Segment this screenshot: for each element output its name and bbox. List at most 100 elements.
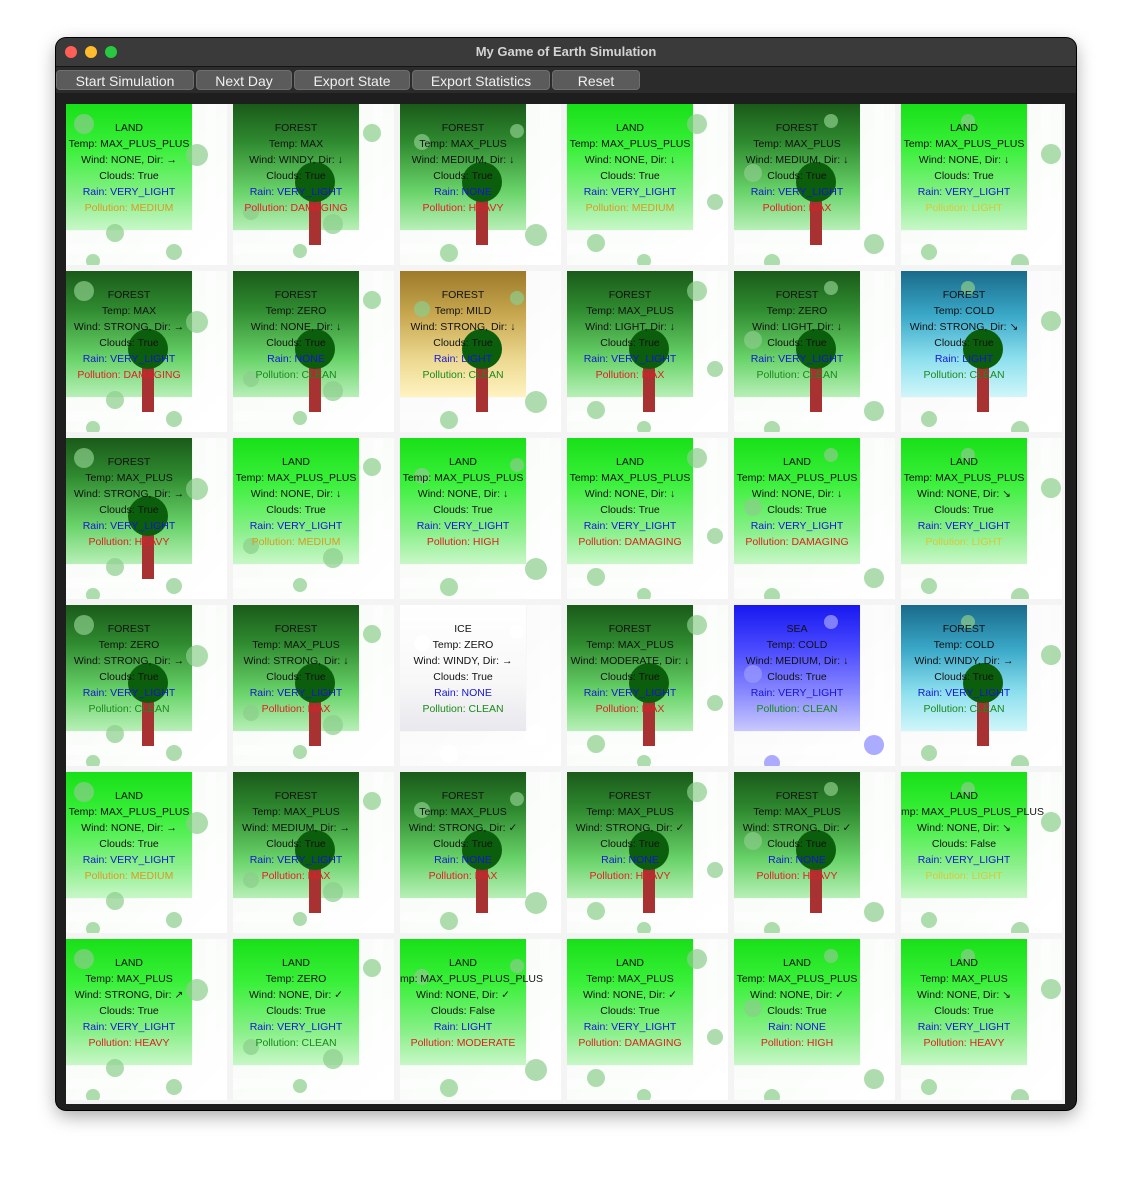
grid-cell[interactable]: LAND Temp: MAX_PLUS_PLUS Wind: NONE, Dir: … <box>567 438 728 599</box>
cell-rain-label: Rain: NONE <box>434 854 492 866</box>
export-statistics-button[interactable]: Export Statistics <box>412 70 550 90</box>
grid-cell[interactable]: LAND Temp: MAX_PLUS_PLUS Wind: NONE, Dir: … <box>66 772 227 933</box>
grid-cell[interactable]: LAND Temp: MAX_PLUS_PLUS Wind: NONE, Dir: … <box>400 438 561 599</box>
cloud-blob <box>687 949 707 969</box>
start-simulation-button[interactable]: Start Simulation <box>56 70 194 90</box>
grid-cell[interactable]: FOREST Temp: MAX_PLUS Wind: STRONG, Dir: ✓… <box>400 772 561 933</box>
cell-temp-label: Temp: MAX_PLUS <box>252 806 340 818</box>
grid-cell[interactable]: FOREST Temp: MAX_PLUS Wind: MEDIUM, Dir: ↓… <box>400 104 561 265</box>
cloud-blob <box>1041 812 1061 832</box>
cell-rain-label: Rain: VERY_LIGHT <box>82 854 176 866</box>
cell-wind-label: Wind: STRONG, Dir: ↓ <box>410 321 516 333</box>
grid-cell[interactable]: FOREST Temp: MAX_PLUS Wind: MEDIUM, Dir: ↓… <box>734 104 895 265</box>
cell-pollution-label: Pollution: CLEAN <box>923 369 1005 381</box>
grid-cell[interactable]: FOREST Temp: ZERO Wind: LIGHT, Dir: ↓ Cloud… <box>734 271 895 432</box>
grid-cell[interactable]: LAND mp: MAX_PLUS_PLUS_PLUS Wind: NONE, Di… <box>901 772 1062 933</box>
cloud-blob <box>744 331 762 349</box>
tree-trunk <box>142 694 154 746</box>
grid-cell[interactable]: SEA Temp: COLD Wind: MEDIUM, Dir: ↓ Clouds:… <box>734 605 895 766</box>
grid-cell[interactable]: LAND Temp: MAX_PLUS_PLUS Wind: NONE, Dir: … <box>233 438 394 599</box>
cloud-blob <box>74 114 94 134</box>
grid-cell[interactable]: LAND Temp: MAX_PLUS_PLUS Wind: NONE, Dir: … <box>567 104 728 265</box>
grid-cell[interactable]: FOREST Temp: MAX_PLUS Wind: STRONG, Dir: →… <box>66 438 227 599</box>
cloud-blob <box>86 1089 100 1100</box>
close-window-button[interactable] <box>65 46 77 58</box>
grid-cell[interactable]: FOREST Temp: COLD Wind: STRONG, Dir: ↘ Clou… <box>901 271 1062 432</box>
cloud-blob <box>323 1049 343 1069</box>
cell-border-shade <box>66 772 216 922</box>
grid-cell[interactable]: LAND Temp: MAX_PLUS_PLUS Wind: NONE, Dir: … <box>734 438 895 599</box>
grid-cell[interactable]: FOREST Temp: MILD Wind: STRONG, Dir: ↓ Clou… <box>400 271 561 432</box>
grid-cell[interactable]: LAND Temp: MAX_PLUS_PLUS Wind: NONE, Dir: … <box>901 104 1062 265</box>
cloud-blob <box>414 802 430 818</box>
grid-cell[interactable]: LAND Temp: MAX_PLUS Wind: NONE, Dir: ↘ Clou… <box>901 939 1062 1100</box>
cloud-blob <box>106 725 124 743</box>
grid-cell[interactable]: FOREST Temp: COLD Wind: WINDY, Dir: → Cloud… <box>901 605 1062 766</box>
grid-cell[interactable]: FOREST Temp: MAX_PLUS Wind: MODERATE, Dir:… <box>567 605 728 766</box>
maximize-window-button[interactable] <box>105 46 117 58</box>
grid-cell[interactable]: FOREST Temp: MAX Wind: WINDY, Dir: ↓ Clouds… <box>233 104 394 265</box>
cell-rain-label: Rain: VERY_LIGHT <box>917 687 1011 699</box>
grid-cell[interactable]: FOREST Temp: MAX_PLUS Wind: STRONG, Dir: ✓… <box>567 772 728 933</box>
tree-crown <box>462 162 502 202</box>
cell-clouds-label: Clouds: True <box>99 504 159 516</box>
cell-temp-label: Temp: MAX_PLUS_PLUS <box>569 472 691 484</box>
cloud-blob <box>637 755 651 766</box>
cell-type-label: ICE <box>454 623 472 635</box>
cloud-blob <box>744 665 762 683</box>
cloud-blob <box>243 371 259 387</box>
next-day-button[interactable]: Next Day <box>196 70 292 90</box>
cloud-blob <box>363 625 381 643</box>
cell-clouds-label: Clouds: True <box>433 504 493 516</box>
cell-wind-label: Wind: STRONG, Dir: ✓ <box>575 822 685 834</box>
cloud-blob <box>106 558 124 576</box>
cell-type-label: FOREST <box>441 289 485 301</box>
grid-cell[interactable]: LAND Temp: MAX_PLUS_PLUS Wind: NONE, Dir: … <box>66 104 227 265</box>
cell-rain-label: Rain: VERY_LIGHT <box>416 520 510 532</box>
cloud-blob <box>1041 478 1061 498</box>
cell-clouds-label: Clouds: True <box>767 838 827 850</box>
grid-cell[interactable]: LAND Temp: MAX_PLUS Wind: STRONG, Dir: ↗ Cl… <box>66 939 227 1100</box>
grid-cell[interactable]: FOREST Temp: MAX_PLUS Wind: STRONG, Dir: ↓… <box>233 605 394 766</box>
tree-trunk <box>476 861 488 913</box>
cloud-blob <box>186 979 208 1001</box>
grid-cell[interactable]: FOREST Temp: MAX_PLUS Wind: LIGHT, Dir: ↓ C… <box>567 271 728 432</box>
grid-cell[interactable]: LAND Temp: MAX_PLUS Wind: NONE, Dir: ✓ Clou… <box>567 939 728 1100</box>
cloud-blob <box>824 448 838 462</box>
cell-wind-label: Wind: NONE, Dir: ↘ <box>917 488 1011 500</box>
cloud-blob <box>525 725 547 747</box>
cell-border-shade <box>734 939 884 1089</box>
grid-cell[interactable]: FOREST Temp: ZERO Wind: STRONG, Dir: → Clou… <box>66 605 227 766</box>
cloud-blob <box>921 1079 937 1095</box>
grid-cell[interactable]: LAND Temp: MAX_PLUS_PLUS Wind: NONE, Dir: … <box>901 438 1062 599</box>
cell-clouds-label: Clouds: True <box>433 671 493 683</box>
minimize-window-button[interactable] <box>85 46 97 58</box>
grid-cell[interactable]: FOREST Temp: MAX_PLUS Wind: MEDIUM, Dir: →… <box>233 772 394 933</box>
cell-type-label: SEA <box>786 623 808 635</box>
cell-type-label: LAND <box>114 790 143 802</box>
grid-cell[interactable]: LAND mp: MAX_PLUS_PLUS_PLUS Wind: NONE, Di… <box>400 939 561 1100</box>
export-state-button[interactable]: Export State <box>294 70 410 90</box>
cell-clouds-label: Clouds: True <box>767 337 827 349</box>
cloud-blob <box>510 959 524 973</box>
cell-border-shade <box>233 271 383 421</box>
cloud-blob <box>687 782 707 802</box>
grid-cell[interactable]: FOREST Temp: MAX Wind: STRONG, Dir: → Cloud… <box>66 271 227 432</box>
cell-wind-label: Wind: NONE, Dir: ↓ <box>584 154 676 166</box>
cell-temp-label: Temp: MAX_PLUS_PLUS <box>736 973 858 985</box>
cell-clouds-label: Clouds: True <box>99 1005 159 1017</box>
cloud-blob <box>510 792 524 806</box>
cloud-blob <box>243 538 259 554</box>
grid-cell[interactable]: FOREST Temp: ZERO Wind: NONE, Dir: ↓ Clouds… <box>233 271 394 432</box>
grid-cell[interactable]: LAND Temp: ZERO Wind: NONE, Dir: ✓ Clouds: … <box>233 939 394 1100</box>
tree-crown <box>462 329 502 369</box>
cell-rain-label: Rain: VERY_LIGHT <box>917 854 1011 866</box>
reset-button[interactable]: Reset <box>552 70 640 90</box>
cell-type-label: LAND <box>114 122 143 134</box>
cloud-blob <box>166 578 182 594</box>
grid-cell[interactable]: LAND Temp: MAX_PLUS_PLUS Wind: NONE, Dir: … <box>734 939 895 1100</box>
grid-cell[interactable]: FOREST Temp: MAX_PLUS Wind: STRONG, Dir: ✓… <box>734 772 895 933</box>
grid-cell[interactable]: ICE Temp: ZERO Wind: WINDY, Dir: → Clouds: … <box>400 605 561 766</box>
cloud-blob <box>323 548 343 568</box>
cell-border-shade <box>567 104 717 254</box>
